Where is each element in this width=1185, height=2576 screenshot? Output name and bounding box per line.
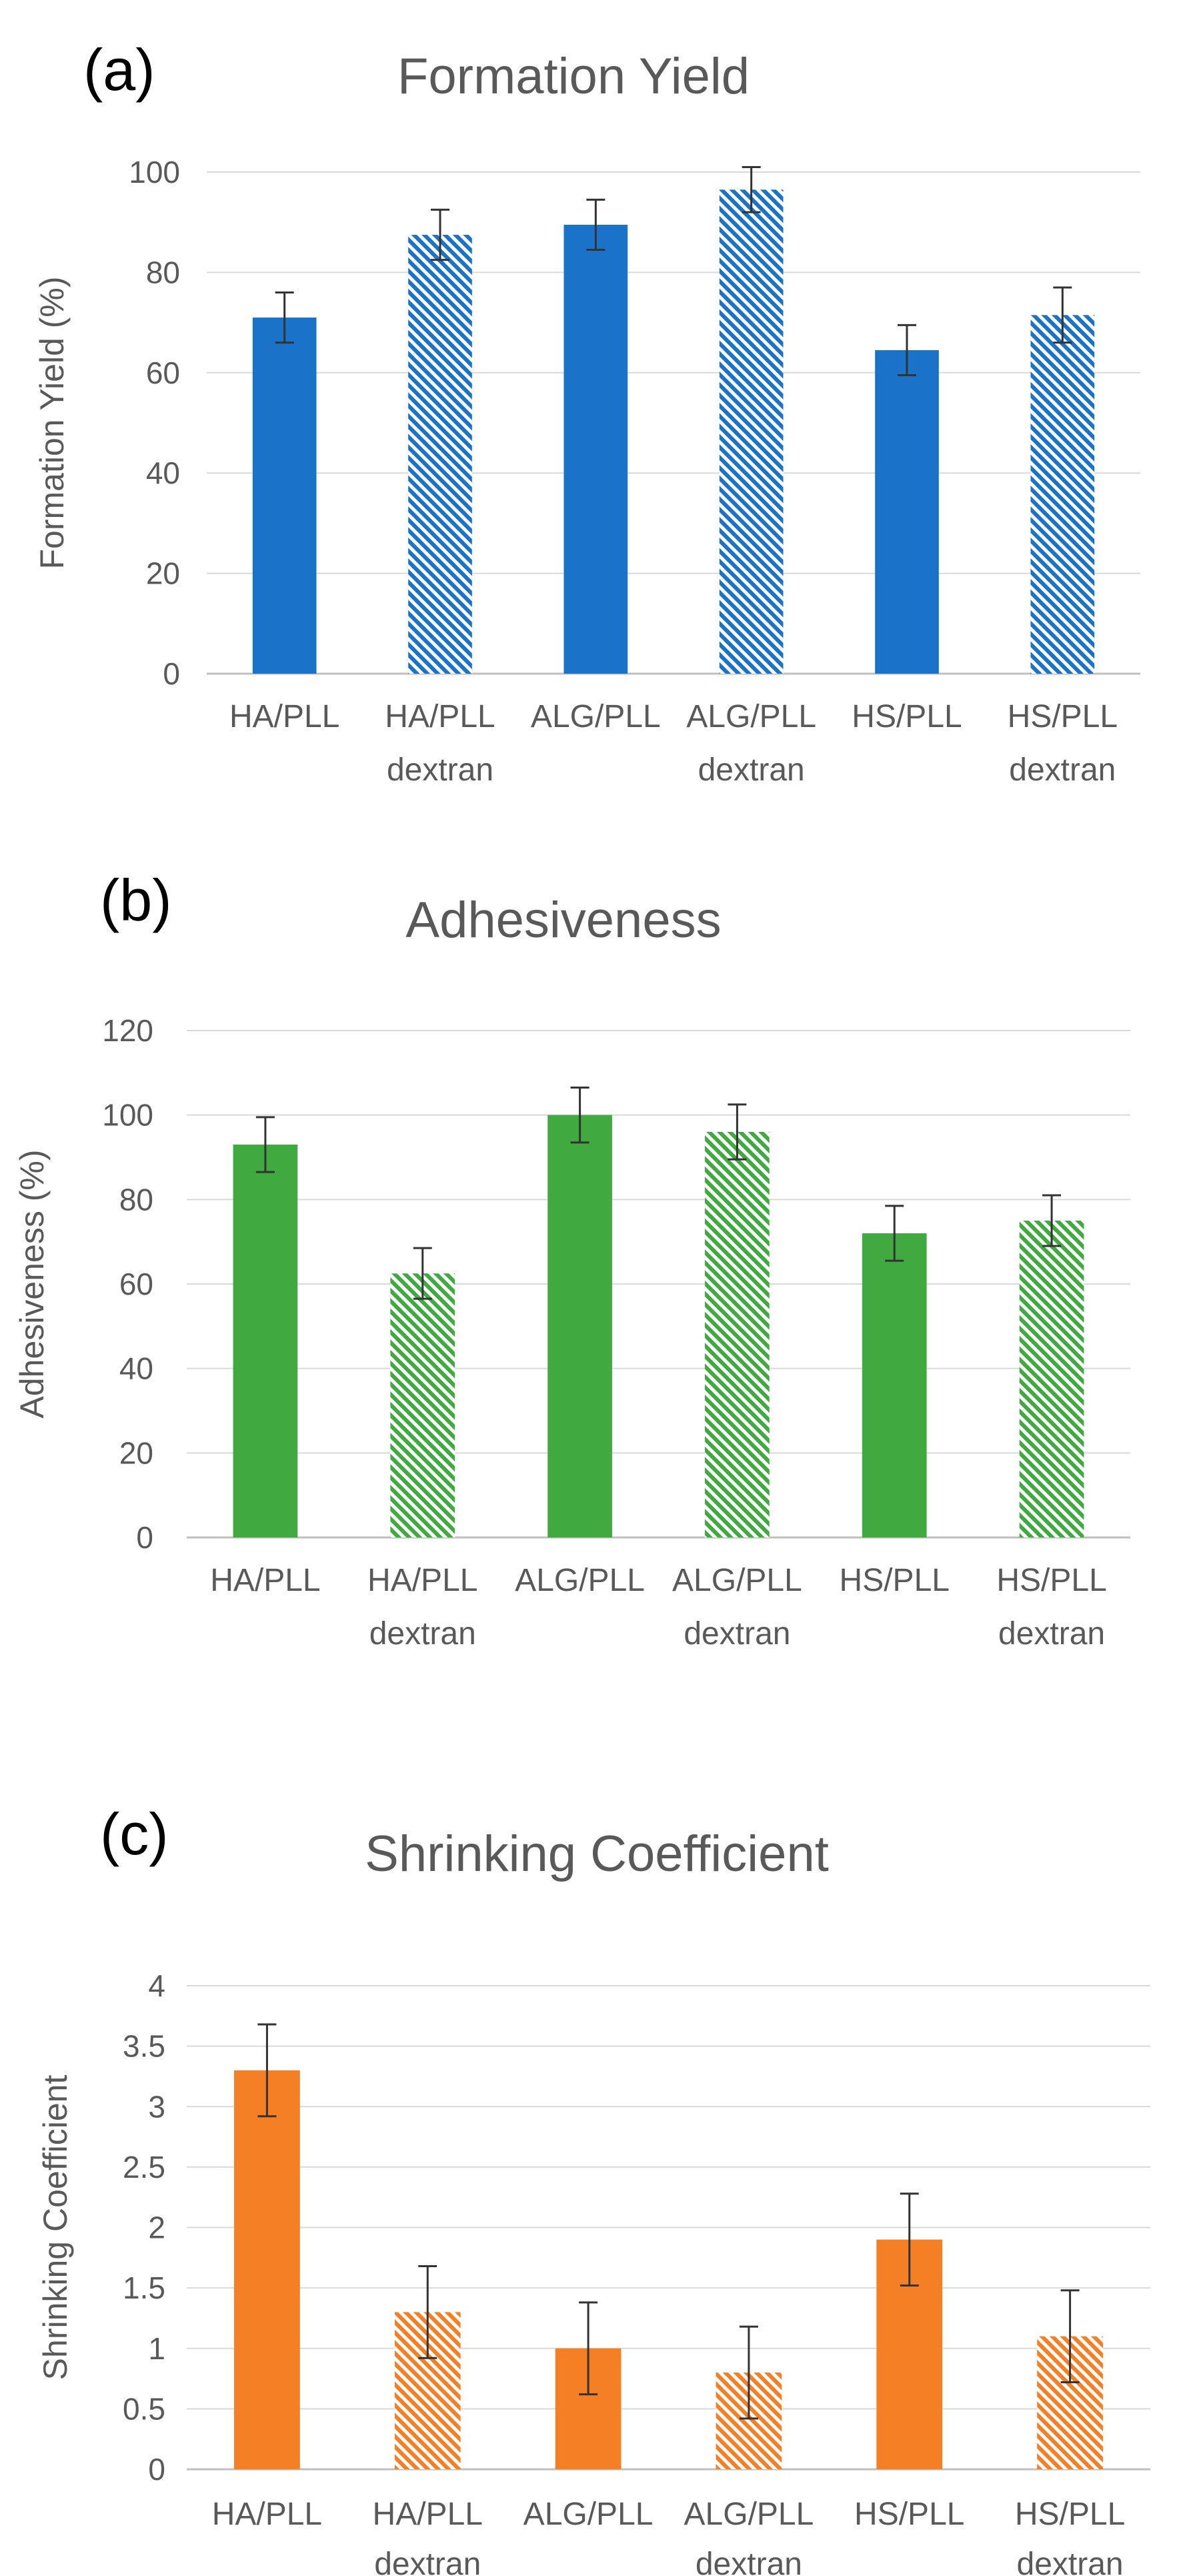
bar (233, 1145, 298, 1537)
x-tick-label: ALG/PLL (531, 699, 661, 734)
y-tick-label: 2.5 (123, 2150, 165, 2184)
x-tick-label: HA/PLL (210, 1563, 320, 1598)
x-tick-label: HS/PLL (840, 1563, 950, 1598)
x-tick-label: HA/PLL (385, 699, 495, 734)
y-tick-label: 20 (119, 1435, 153, 1470)
y-tick-label: 40 (119, 1351, 153, 1386)
y-tick-label: 0.5 (123, 2391, 165, 2426)
bar (234, 2070, 300, 2469)
bar (252, 317, 317, 674)
y-tick-label: 0 (136, 1520, 153, 1555)
x-tick-label: ALG/PLL (523, 2497, 654, 2532)
x-tick-label: dextran (684, 1616, 790, 1652)
panel-label: (c) (100, 1801, 169, 1867)
bar-hatched (1030, 315, 1095, 674)
bar (563, 224, 628, 674)
y-tick-label: 120 (102, 1013, 153, 1048)
x-tick-label: HS/PLL (996, 1563, 1106, 1598)
chart-title: Shrinking Coefficient (365, 1826, 829, 1882)
x-tick-label: HA/PLL (212, 2497, 322, 2532)
x-tick-label: dextran (387, 752, 493, 788)
bar-hatched (408, 235, 472, 674)
y-tick-label: 0 (148, 2452, 165, 2487)
chart-panel-3: (c) Shrinking Coefficient 0 0.5 1 1.5 2 2.5 3 3.5… (37, 1801, 1150, 2576)
x-tick-label: dextran (374, 2547, 481, 2576)
x-tick-label: ALG/PLL (684, 2497, 814, 2532)
bar (862, 1233, 927, 1537)
bar (547, 1115, 612, 1537)
bar (875, 350, 939, 674)
y-axis-label: Shrinking Coefficient (37, 2075, 74, 2381)
x-tick-label: HS/PLL (1008, 699, 1118, 734)
x-tick-label: dextran (1009, 752, 1116, 788)
y-tick-label: 20 (146, 556, 180, 591)
x-tick-label: dextran (369, 1616, 476, 1652)
y-axis-label: Adhesiveness (%) (13, 1150, 51, 1419)
y-axis-label: Formation Yield (%) (33, 276, 71, 569)
chart-panel-2: (b) Adhesiveness 0 20 40 60 80 100 120 Adhesivene… (13, 867, 1130, 1652)
x-tick-label: HS/PLL (854, 2497, 964, 2532)
chart-panel-1: (a) Formation Yield 0 20 40 60 80 100 Formation … (33, 37, 1140, 788)
chart-title: Formation Yield (397, 48, 750, 105)
bar-hatched (390, 1273, 455, 1537)
y-tick-label: 60 (119, 1267, 153, 1301)
y-tick-label: 2 (148, 2210, 165, 2245)
y-tick-label: 100 (129, 155, 180, 189)
x-tick-label: HA/PLL (373, 2497, 483, 2532)
y-tick-label: 40 (146, 456, 180, 490)
x-tick-label: HA/PLL (367, 1563, 477, 1598)
y-tick-label: 3.5 (123, 2029, 165, 2064)
y-tick-label: 60 (146, 356, 180, 390)
y-tick-label: 3 (148, 2089, 165, 2124)
x-tick-label: ALG/PLL (672, 1563, 802, 1598)
y-tick-label: 0 (163, 656, 180, 691)
y-tick-label: 80 (146, 255, 180, 289)
y-tick-label: 1.5 (123, 2271, 165, 2305)
x-tick-label: HS/PLL (852, 699, 962, 734)
x-tick-label: dextran (698, 752, 805, 788)
bar-hatched (705, 1132, 770, 1537)
panel-label: (a) (83, 37, 155, 103)
x-tick-label: HS/PLL (1015, 2497, 1125, 2532)
x-tick-label: dextran (696, 2547, 802, 2576)
bar-hatched (1019, 1221, 1084, 1537)
y-tick-label: 80 (119, 1182, 153, 1217)
x-tick-label: ALG/PLL (686, 699, 816, 734)
x-tick-label: dextran (998, 1616, 1105, 1652)
bar-hatched (719, 189, 784, 674)
x-tick-label: HA/PLL (229, 699, 339, 734)
y-tick-label: 1 (148, 2331, 165, 2366)
y-tick-label: 100 (102, 1098, 153, 1133)
x-tick-label: ALG/PLL (515, 1563, 645, 1598)
panel-label: (b) (100, 867, 172, 933)
y-tick-label: 4 (148, 1968, 165, 2003)
chart-title: Adhesiveness (405, 892, 721, 948)
x-tick-label: dextran (1017, 2547, 1124, 2576)
